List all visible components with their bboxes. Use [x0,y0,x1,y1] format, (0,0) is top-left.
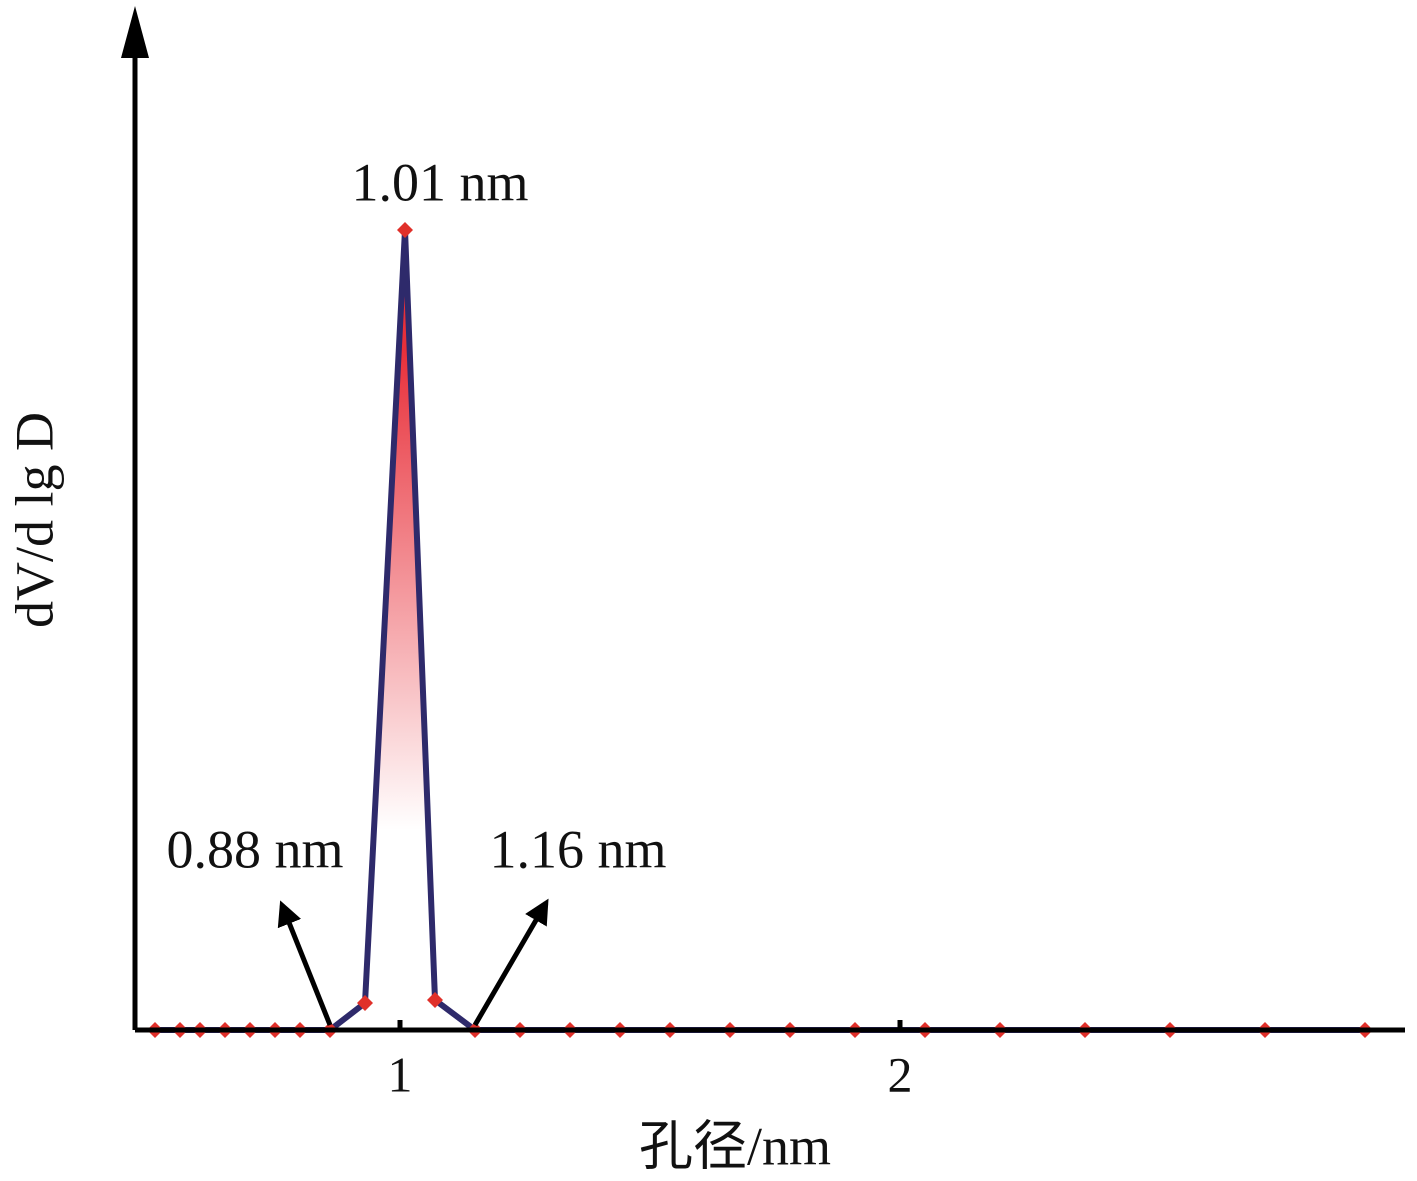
y-axis-arrow [121,6,149,58]
point [397,222,413,238]
y-axis-label: dV/d lg D [4,412,64,628]
annotation: 0.88 nm [166,819,343,879]
point [357,995,373,1011]
area [155,230,1365,1030]
point [427,992,443,1008]
x-tick-label: 2 [888,1046,913,1102]
x-tick-label: 1 [388,1046,413,1102]
annotation-arrow [277,900,333,1026]
annotation-arrow [472,898,549,1027]
annotation: 1.01 nm [351,152,528,212]
x-axis-label: 孔径/nm [639,1116,831,1176]
line [155,227,1365,1033]
annotation: 1.16 nm [489,819,666,879]
plot-area [147,222,1373,1038]
